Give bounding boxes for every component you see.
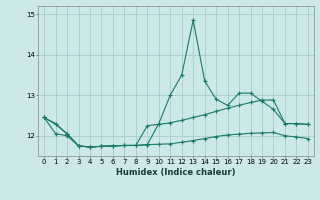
- X-axis label: Humidex (Indice chaleur): Humidex (Indice chaleur): [116, 168, 236, 177]
